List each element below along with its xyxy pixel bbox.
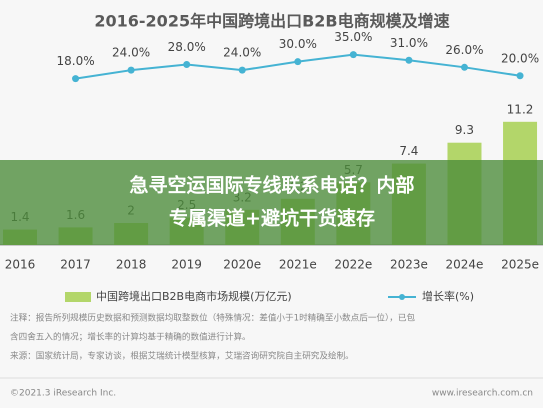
growth-point	[294, 58, 302, 66]
bar-label: 11.2	[507, 102, 534, 116]
legend-label: 增长率(%)	[422, 289, 474, 303]
growth-point	[516, 72, 524, 80]
note: 注释：报告所列规模历史数据和预测数据均取整数位（特殊情况：差值小于1时精确至小数…	[10, 312, 415, 324]
growth-label: 35.0%	[334, 30, 372, 44]
note: 含四舍五入的情况；增长率的计算均基于精确的数值进行计算。	[10, 331, 251, 343]
bar-label: 9.3	[455, 123, 474, 137]
x-tick-label: 2021e	[279, 258, 317, 272]
bar-label: 7.4	[399, 144, 418, 158]
x-tick-label: 2016	[5, 258, 36, 272]
footer: ©2021.3 iResearch Inc.	[10, 389, 116, 399]
legend-swatch	[65, 292, 91, 302]
banner-line: 急寻空运国际专线联系电话？内部	[129, 174, 414, 197]
growth-point	[405, 56, 413, 64]
growth-point	[460, 63, 468, 71]
banner-overlay	[0, 160, 543, 245]
x-tick-label: 2022e	[334, 258, 372, 272]
x-tick-label: 2025e	[501, 258, 539, 272]
growth-point	[127, 66, 135, 74]
growth-label: 20.0%	[501, 51, 539, 65]
growth-label: 24.0%	[223, 46, 261, 60]
x-tick-label: 2023e	[390, 258, 428, 272]
growth-label: 31.0%	[390, 36, 428, 50]
growth-point	[349, 51, 357, 59]
growth-label: 26.0%	[445, 43, 483, 57]
growth-point	[183, 60, 191, 68]
note: 来源：国家统计局，专家访谈，根据艾瑞统计模型核算，艾瑞咨询研究院自主研究及绘制。	[10, 350, 354, 362]
x-tick-label: 2017	[60, 258, 91, 272]
x-tick-label: 2024e	[446, 258, 484, 272]
x-tick-label: 2018	[116, 258, 147, 272]
growth-point	[238, 66, 246, 74]
legend-label: 中国跨境出口B2B电商市场规模(万亿元)	[96, 289, 292, 303]
growth-point	[72, 75, 80, 83]
footer: www.iresearch.com.cn	[432, 389, 533, 399]
x-tick-label: 2020e	[223, 258, 261, 272]
banner-line: 专属渠道+避坑干货速存	[169, 207, 375, 230]
growth-label: 30.0%	[279, 37, 317, 51]
chart-title: 2016-2025年中国跨境出口B2B电商规模及增速	[94, 12, 449, 31]
legend-swatch	[399, 294, 405, 300]
growth-label: 28.0%	[168, 40, 206, 54]
growth-label: 18.0%	[56, 54, 94, 68]
growth-label: 24.0%	[112, 46, 150, 60]
x-tick-label: 2019	[171, 258, 202, 272]
